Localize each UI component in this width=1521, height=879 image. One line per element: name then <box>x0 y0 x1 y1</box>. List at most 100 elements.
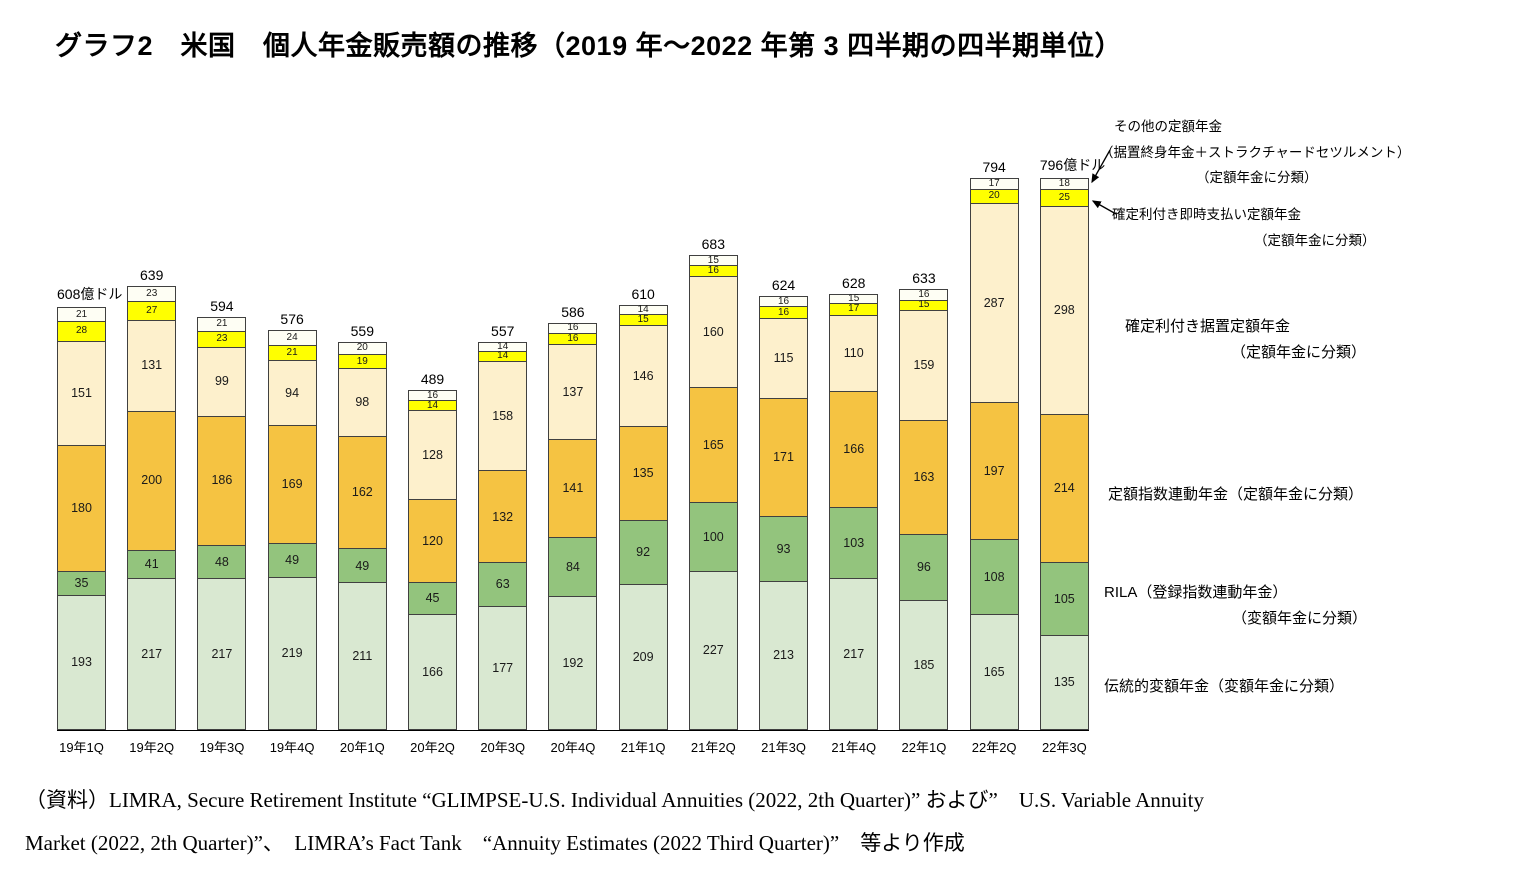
source-line-1: （資料）LIMRA, Secure Retirement Institute “… <box>25 788 1204 812</box>
segment-value-label: 115 <box>773 350 794 365</box>
bar-21年1Q: 610 14 15 146 135 92 209 <box>618 286 668 730</box>
segment-value-label: 98 <box>355 394 370 409</box>
bar-19年4Q: 576 24 21 94 169 49 219 <box>267 310 317 730</box>
bar-total-label: 586 <box>561 303 585 320</box>
annotation-line: （定額年金に分類） <box>1254 232 1376 248</box>
bar-segment: 16 <box>548 333 598 345</box>
segment-value-label: 193 <box>71 655 92 670</box>
bar-segment: 200 <box>127 411 177 551</box>
annotation-line: 伝統的変額年金（変額年金に分類） <box>1104 678 1345 695</box>
bar-segment: 193 <box>57 595 106 730</box>
segment-value-label: 103 <box>843 535 865 550</box>
x-axis-label: 20年1Q <box>339 740 385 755</box>
segment-value-label: 49 <box>285 553 300 568</box>
segment-value-label: 35 <box>74 575 89 590</box>
bar-segment: 197 <box>969 403 1019 541</box>
bar-segment: 96 <box>899 534 949 602</box>
bar-total-label: 683 <box>701 236 725 253</box>
bar-20年2Q: 489 16 14 128 120 45 166 <box>408 371 458 730</box>
segment-value-label: 14 <box>497 350 509 362</box>
bar-segment: 23 <box>197 331 247 348</box>
bar-segment: 103 <box>829 507 879 580</box>
annotation-line: 確定利付き即時支払い定額年金 <box>1112 207 1301 222</box>
segment-value-label: 211 <box>352 648 373 663</box>
segment-value-label: 200 <box>141 473 163 488</box>
segment-value-label: 146 <box>632 368 654 383</box>
bar-segment: 14 <box>408 400 458 412</box>
bar-segment: 20 <box>337 341 387 356</box>
bar-segment: 165 <box>969 615 1019 730</box>
annotation-line: （定額年金に分類） <box>1196 170 1318 186</box>
bar-segment: 211 <box>337 583 387 730</box>
bar-20年3Q: 557 14 14 158 132 63 177 <box>478 323 528 730</box>
segment-value-label: 186 <box>211 473 233 488</box>
bar-total-label: 557 <box>491 323 515 340</box>
segment-value-label: 16 <box>567 322 579 334</box>
bar-segment: 14 <box>618 305 668 316</box>
bar-segment: 15 <box>618 313 668 326</box>
segment-value-label: 94 <box>285 385 300 400</box>
bar-segment: 141 <box>548 440 598 539</box>
bar-segment: 16 <box>688 264 738 277</box>
annotation-line: （変額年金に分類） <box>1232 610 1368 628</box>
bar-segment: 160 <box>688 276 738 389</box>
bar-segment: 18 <box>1039 177 1089 191</box>
bar-segment: 217 <box>197 579 247 730</box>
segment-value-label: 23 <box>216 333 228 345</box>
segment-value-label: 209 <box>632 649 654 664</box>
x-axis-label: 20年4Q <box>550 740 596 755</box>
bar-19年1Q: 608億ドル 21 28 151 180 35 193 <box>57 284 122 730</box>
bar-segment: 45 <box>408 583 458 615</box>
bar-segment: 15 <box>829 292 879 304</box>
segment-value-label: 128 <box>422 447 443 462</box>
segment-value-label: 100 <box>702 529 724 544</box>
segment-value-label: 15 <box>918 299 930 311</box>
bar-segment: 93 <box>759 517 809 582</box>
bar-segment: 213 <box>759 581 809 730</box>
segment-value-label: 197 <box>983 464 1005 479</box>
bar-segment: 14 <box>478 350 528 362</box>
segment-value-label: 227 <box>702 643 724 658</box>
bar-segment: 158 <box>478 361 528 472</box>
bar-segment: 159 <box>899 310 949 422</box>
segment-value-label: 96 <box>916 560 931 575</box>
bar-segment: 16 <box>548 322 598 334</box>
bar-20年1Q: 559 20 19 98 162 49 211 <box>337 323 387 730</box>
segment-value-label: 23 <box>146 287 158 299</box>
bar-segment: 24 <box>267 329 317 347</box>
annotation-other-fixed: その他の定額年金 （据置終身年金＋ストラクチャードセツルメント） （定額年金に分… <box>1100 114 1410 191</box>
segment-value-label: 63 <box>495 577 510 592</box>
x-axis: 19年1Q 19年2Q 19年3Q 19年4Q 20年1Q 20年2Q 20年3Q 20年4Q… <box>57 737 1089 756</box>
x-axis-label: 22年3Q <box>1041 740 1087 755</box>
segment-value-label: 16 <box>707 264 719 276</box>
segment-value-label: 15 <box>637 313 649 325</box>
bar-segment: 166 <box>829 392 879 508</box>
bar-total-label: 576 <box>280 310 304 327</box>
bar-segment: 99 <box>197 347 247 417</box>
bar-total-label: 639 <box>140 266 164 283</box>
bar-segment: 219 <box>267 577 317 730</box>
annotation-deferred-fixed: 確定利付き据置定額年金 （定額年金に分類） <box>1125 314 1366 367</box>
segment-value-label: 217 <box>141 646 163 661</box>
segment-value-label: 14 <box>497 341 509 353</box>
x-axis-label: 21年3Q <box>761 740 806 755</box>
bar-segment: 110 <box>829 315 879 393</box>
bar-total-label: 624 <box>771 277 796 294</box>
bar-segment: 137 <box>548 345 598 441</box>
x-axis-label: 21年4Q <box>831 740 877 755</box>
bar-segment: 165 <box>688 388 738 503</box>
segment-value-label: 18 <box>1058 177 1070 189</box>
segment-value-label: 17 <box>848 303 860 315</box>
bar-segment: 48 <box>197 545 247 580</box>
segment-value-label: 16 <box>777 306 790 318</box>
bar-segment: 209 <box>618 584 668 730</box>
segment-value-label: 21 <box>75 308 88 320</box>
x-axis-label: 19年2Q <box>129 740 175 755</box>
segment-value-label: 15 <box>848 292 860 304</box>
segment-value-label: 162 <box>351 485 373 500</box>
bar-segment: 16 <box>759 296 809 308</box>
segment-value-label: 48 <box>214 554 229 569</box>
source-note: （資料）LIMRA, Secure Retirement Institute “… <box>25 779 1505 865</box>
bar-segment: 49 <box>267 543 317 578</box>
